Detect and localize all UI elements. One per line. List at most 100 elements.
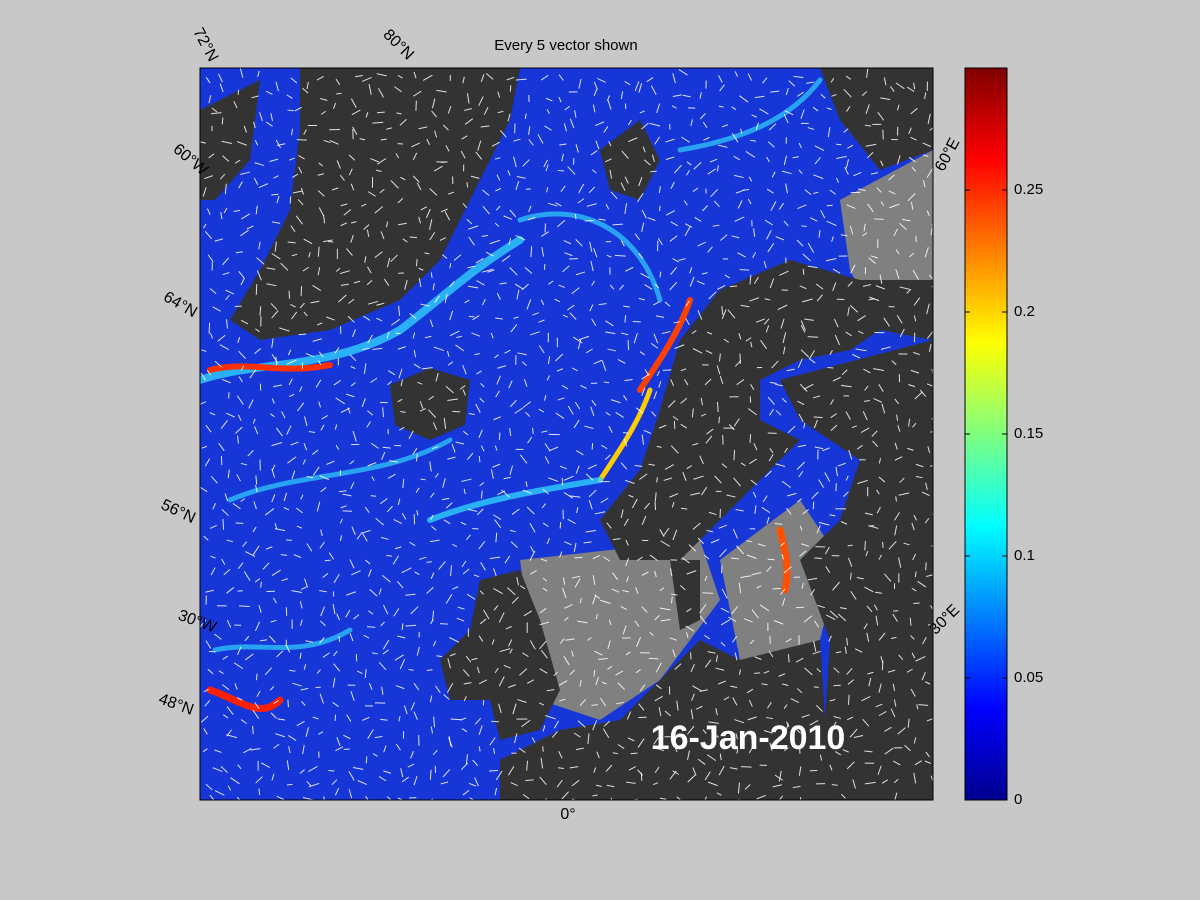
vector-arrow (463, 682, 472, 685)
vector-arrow (655, 662, 662, 673)
vector-arrow (372, 347, 383, 350)
vector-arrow (357, 780, 368, 786)
vector-arrow (271, 253, 281, 260)
vector-arrow (271, 338, 274, 349)
vector-arrow (700, 397, 704, 406)
vector-arrow (716, 365, 721, 375)
vector-arrow (625, 539, 629, 546)
vector-arrow (627, 737, 635, 742)
vector-arrow (796, 239, 804, 247)
vector-arrow (813, 640, 817, 652)
vector-arrow (718, 524, 728, 529)
vector-arrow (430, 572, 435, 579)
vector-arrow (342, 493, 352, 497)
vector-arrow (343, 209, 352, 216)
vector-arrow (756, 794, 766, 800)
vector-arrow (778, 673, 786, 677)
vector-arrow (255, 283, 258, 295)
vector-arrow (685, 631, 689, 638)
vector-arrow (605, 331, 616, 335)
vector-arrow (884, 747, 894, 755)
vector-arrow (210, 567, 216, 576)
vector-arrow (509, 267, 518, 276)
vector-arrow (878, 384, 884, 392)
vector-arrow (479, 618, 487, 625)
vector-arrow (532, 427, 534, 435)
vector-arrow (676, 700, 679, 711)
vector-arrow (281, 411, 286, 419)
vector-arrow (654, 766, 660, 774)
vector-arrow (445, 385, 454, 394)
vector-arrow (894, 512, 900, 521)
vector-arrow (912, 553, 917, 561)
vector-arrow (290, 441, 299, 446)
vector-arrow (915, 463, 924, 468)
vector-arrow (733, 418, 740, 427)
vector-arrow (721, 588, 728, 599)
vector-arrow (864, 750, 873, 753)
vector-arrow (303, 238, 313, 245)
vector-arrow (693, 162, 702, 170)
vector-arrow (564, 252, 573, 257)
vector-arrow (265, 546, 273, 550)
vector-arrow (388, 370, 396, 376)
vector-arrow (562, 577, 566, 585)
vector-arrow (930, 227, 933, 236)
vector-arrow (753, 276, 759, 284)
vector-arrow (683, 200, 688, 206)
vector-arrow (592, 104, 596, 113)
vector-arrow (346, 393, 355, 398)
vector-arrow (806, 81, 815, 84)
vector-arrow (349, 559, 355, 569)
vector-arrow (753, 442, 758, 451)
vector-arrow (496, 174, 501, 181)
land-svalbard (600, 120, 660, 200)
vector-arrow (205, 77, 211, 84)
vector-arrow (503, 664, 511, 669)
vector-arrow (699, 615, 707, 625)
vector-arrow (545, 715, 556, 720)
vector-arrow (374, 251, 383, 259)
vector-arrow (253, 121, 256, 129)
vector-arrow (428, 409, 437, 418)
vector-arrow (226, 539, 234, 543)
vector-arrow (669, 281, 678, 291)
vector-arrow (326, 316, 335, 321)
vector-arrow (840, 384, 852, 388)
vector-arrow (292, 190, 303, 194)
vector-arrow (605, 320, 614, 327)
vector-arrow (369, 589, 378, 597)
vector-arrow (798, 766, 802, 776)
vector-arrow (574, 401, 581, 410)
vector-arrow (477, 140, 482, 151)
vector-arrow (897, 425, 901, 432)
vector-arrow (393, 608, 400, 617)
vector-arrow (462, 789, 470, 796)
vector-arrow (319, 693, 324, 704)
vector-arrow (573, 336, 583, 344)
vector-arrow (504, 555, 511, 564)
vector-arrow (651, 411, 657, 417)
vector-arrow (305, 727, 309, 737)
vector-arrow (317, 246, 320, 257)
vector-arrow (764, 470, 772, 478)
vector-arrow (603, 126, 609, 133)
vector-arrow (866, 152, 874, 159)
vector-arrow (856, 577, 864, 580)
vector-arrow (620, 240, 625, 247)
vector-arrow (626, 781, 636, 784)
vector-arrow (620, 182, 626, 191)
vector-arrow (705, 435, 713, 444)
vector-arrow (699, 92, 702, 99)
vector-arrow (685, 318, 690, 326)
vector-arrow (910, 369, 920, 374)
vector-arrow (862, 232, 868, 237)
vector-arrow (704, 378, 712, 386)
vector-arrow (377, 87, 384, 98)
vector-arrow (526, 299, 532, 310)
vector-arrow (222, 684, 230, 691)
vector-arrow (609, 169, 613, 179)
vector-arrow (892, 613, 899, 622)
vector-arrow (718, 105, 724, 108)
vector-arrow (320, 110, 326, 115)
